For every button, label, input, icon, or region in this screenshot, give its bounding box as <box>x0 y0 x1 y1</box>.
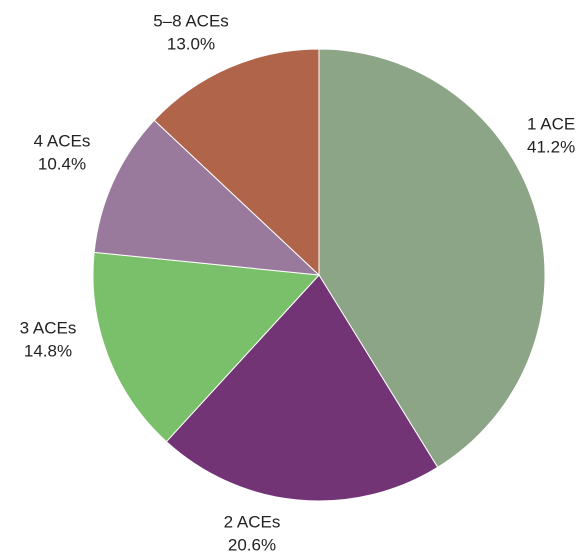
slice-label: 4 ACEs <box>34 131 91 150</box>
pie-slice <box>93 119 321 276</box>
slice-label: 2 ACEs <box>224 512 281 531</box>
slice-label: 3 ACEs <box>20 318 77 337</box>
pie-slice <box>153 48 320 277</box>
value-label: 14.8% <box>24 341 72 360</box>
value-label: 13.0% <box>167 34 215 53</box>
pie-slice <box>92 251 321 443</box>
slice-label: 5–8 ACEs <box>153 11 229 30</box>
value-label: 41.2% <box>527 137 575 156</box>
value-label: 20.6% <box>228 535 276 554</box>
value-label: 10.4% <box>38 154 86 173</box>
pie-slice <box>165 274 439 502</box>
pie-slice <box>318 48 546 469</box>
slice-label: 1 ACE <box>527 114 575 133</box>
